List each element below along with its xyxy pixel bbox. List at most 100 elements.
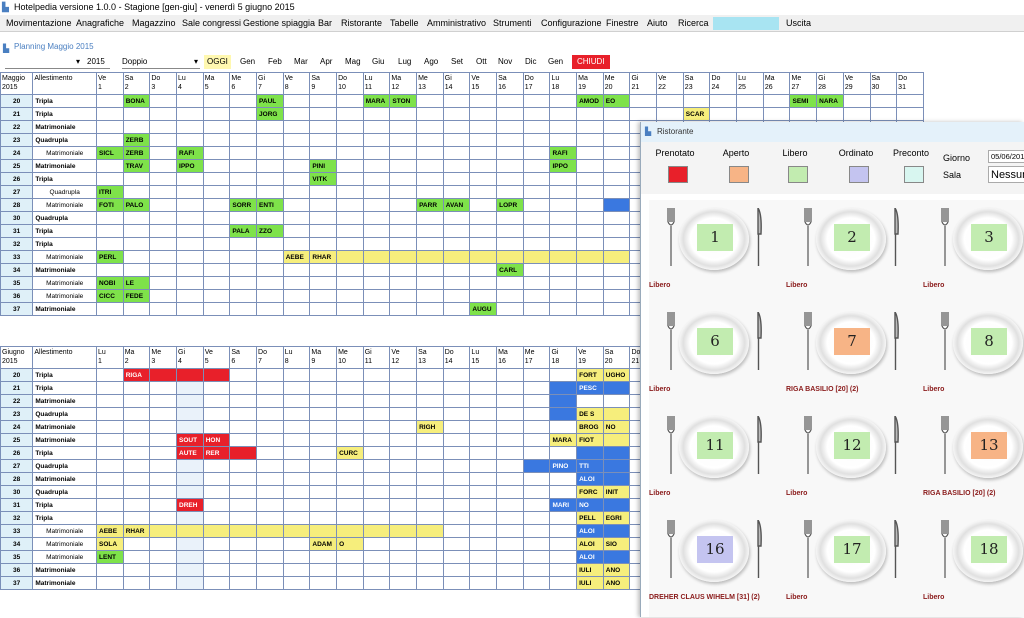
day-cell[interactable] [176,120,204,134]
month-tab-8[interactable]: Set [451,57,464,66]
booking-cell[interactable] [602,250,631,264]
day-cell[interactable] [816,107,844,121]
booking-cell[interactable]: ANO [602,576,631,590]
day-cell[interactable] [709,107,738,121]
day-cell[interactable] [362,498,391,512]
booking-cell[interactable]: NO [602,420,631,434]
booking-cell[interactable]: FORC [576,485,604,499]
day-cell[interactable] [549,185,578,199]
day-cell[interactable] [96,302,124,316]
day-cell[interactable] [176,550,204,564]
restaurant-table[interactable]: 8 Libero [923,308,1024,410]
day-cell[interactable] [416,263,444,277]
day-cell[interactable] [336,576,364,590]
booking-cell[interactable]: STON [389,94,418,108]
day-cell[interactable] [496,459,524,473]
day-cell[interactable] [602,133,631,147]
month-tab-1[interactable]: Feb [268,57,282,66]
day-cell[interactable] [522,446,551,460]
day-cell[interactable] [549,263,578,277]
day-cell[interactable] [149,224,178,238]
day-cell[interactable] [522,224,551,238]
day-cell[interactable] [602,224,631,238]
month-tab-0[interactable]: Gen [240,57,256,66]
day-cell[interactable] [336,302,364,316]
menu-item-anagrafiche[interactable]: Anagrafiche [76,18,125,28]
day-cell[interactable] [496,146,524,160]
day-cell[interactable] [176,224,204,238]
booking-cell[interactable] [602,498,631,512]
day-cell[interactable] [442,94,471,108]
day-cell[interactable] [496,159,524,173]
booking-cell[interactable]: LENT [96,550,124,564]
day-cell[interactable] [122,381,151,395]
day-cell[interactable] [362,133,391,147]
menu-item-tabelle[interactable]: Tabelle [390,18,419,28]
day-cell[interactable] [522,159,551,173]
day-cell[interactable] [362,302,391,316]
day-cell[interactable] [202,250,231,264]
day-cell[interactable] [522,172,551,186]
day-cell[interactable] [362,185,391,199]
day-cell[interactable] [362,224,391,238]
booking-cell[interactable]: LOPR [496,198,524,212]
day-cell[interactable] [256,289,284,303]
day-cell[interactable] [522,198,551,212]
booking-cell[interactable] [602,550,631,564]
day-cell[interactable] [442,420,471,434]
menu-item-movimentazione[interactable]: Movimentazione [6,18,72,28]
booking-cell[interactable] [576,250,604,264]
day-cell[interactable] [522,433,551,447]
day-cell[interactable] [309,368,338,382]
day-cell[interactable] [336,146,364,160]
day-cell[interactable] [176,420,204,434]
booking-cell[interactable]: NOBI [96,276,124,290]
day-cell[interactable] [496,498,524,512]
booking-cell[interactable] [416,524,444,538]
day-cell[interactable] [282,211,311,225]
day-cell[interactable] [416,211,444,225]
room-number[interactable]: 26 [0,446,34,460]
day-cell[interactable] [416,485,444,499]
day-cell[interactable] [362,485,391,499]
booking-cell[interactable]: BONA [122,94,151,108]
day-cell[interactable] [469,276,498,290]
day-cell[interactable] [416,433,444,447]
day-cell[interactable] [176,394,204,408]
day-cell[interactable] [576,237,604,251]
day-cell[interactable] [576,198,604,212]
booking-cell[interactable]: MARI [549,498,578,512]
day-cell[interactable] [522,485,551,499]
day-cell[interactable] [496,550,524,564]
day-cell[interactable] [309,472,338,486]
day-cell[interactable] [469,550,498,564]
day-cell[interactable] [362,211,391,225]
booking-cell[interactable]: AEBE [282,250,311,264]
day-cell[interactable] [282,263,311,277]
day-cell[interactable] [309,381,338,395]
day-cell[interactable] [522,368,551,382]
day-cell[interactable] [362,563,391,577]
day-cell[interactable] [256,133,284,147]
day-cell[interactable] [549,237,578,251]
day-cell[interactable] [122,302,151,316]
day-cell[interactable] [282,381,311,395]
booking-cell[interactable]: SICL [96,146,124,160]
day-cell[interactable] [229,237,258,251]
day-cell[interactable] [229,185,258,199]
booking-cell[interactable]: ALOI [576,537,604,551]
day-cell[interactable] [549,485,578,499]
day-cell[interactable] [122,407,151,421]
day-cell[interactable] [202,94,231,108]
day-cell[interactable] [576,146,604,160]
day-cell[interactable] [256,563,284,577]
day-cell[interactable] [496,302,524,316]
day-cell[interactable] [229,472,258,486]
day-cell[interactable] [309,198,338,212]
day-cell[interactable] [389,120,418,134]
day-cell[interactable] [202,394,231,408]
booking-cell[interactable]: PERL [96,250,124,264]
day-cell[interactable] [389,211,418,225]
day-cell[interactable] [176,407,204,421]
room-number[interactable]: 30 [0,485,34,499]
